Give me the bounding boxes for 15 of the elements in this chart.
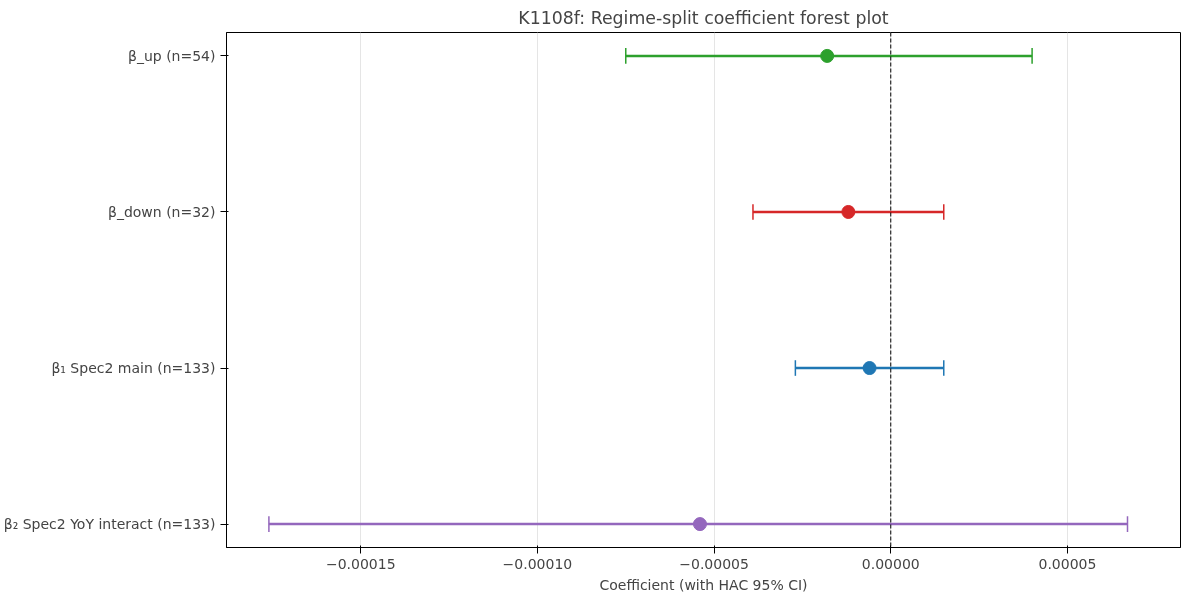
y-tick-label: β_up (n=54) — [128, 47, 216, 64]
x-tick-label: −0.00010 — [502, 555, 573, 572]
x-tick-label: 0.00000 — [861, 555, 920, 572]
x-tick-label: 0.00005 — [1038, 555, 1097, 572]
x-tick-label: −0.00005 — [679, 555, 749, 572]
x-axis-title: Coefficient (with HAC 95% CI) — [599, 576, 808, 593]
y-tick-label: β₁ Spec2 main (n=133) — [51, 360, 216, 377]
point — [692, 517, 707, 532]
point — [862, 361, 877, 376]
y-tick-label: β₂ Spec2 YoY interact (n=133) — [3, 516, 216, 533]
point — [841, 204, 856, 219]
x-tick-label: −0.00015 — [325, 555, 396, 572]
point — [820, 48, 835, 63]
chart-title: K1108f: Regime-split coefficient forest plot — [518, 7, 889, 28]
y-tick-label: β_down (n=32) — [108, 203, 216, 220]
